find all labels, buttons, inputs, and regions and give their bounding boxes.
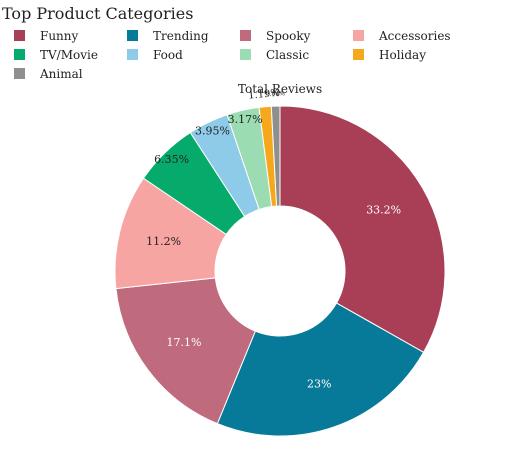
legend-item-classic[interactable]: Classic bbox=[240, 48, 350, 64]
legend-label: Classic bbox=[266, 48, 310, 62]
legend-label: Accessories bbox=[379, 29, 451, 43]
legend-swatch bbox=[127, 49, 138, 60]
legend-swatch bbox=[14, 68, 25, 79]
slice-label-spooky: 17.1% bbox=[167, 336, 202, 349]
slice-label-food: 3.95% bbox=[195, 124, 230, 137]
legend-label: Spooky bbox=[266, 29, 311, 43]
legend-item-accessories[interactable]: Accessories bbox=[353, 29, 463, 45]
slice-label-tv-movie: 6.35% bbox=[154, 153, 189, 166]
slice-animal[interactable] bbox=[270, 105, 281, 207]
slice-label-trending: 23% bbox=[307, 377, 331, 390]
legend-label: Trending bbox=[153, 29, 209, 43]
legend-label: Holiday bbox=[379, 48, 426, 62]
legend-label: Food bbox=[153, 48, 183, 62]
legend-item-funny[interactable]: Funny bbox=[14, 29, 124, 45]
legend-item-spooky[interactable]: Spooky bbox=[240, 29, 350, 45]
legend-item-tv-movie[interactable]: TV/Movie bbox=[14, 48, 124, 64]
legend-label: Animal bbox=[40, 67, 83, 81]
legend-item-trending[interactable]: Trending bbox=[127, 29, 237, 45]
legend-item-animal[interactable]: Animal bbox=[14, 67, 124, 83]
slice-label-accessories: 11.2% bbox=[146, 235, 181, 248]
chart-subtitle: Total Reviews bbox=[238, 82, 322, 96]
legend-item-holiday[interactable]: Holiday bbox=[353, 48, 463, 64]
legend-swatch bbox=[240, 30, 251, 41]
slice-funny[interactable] bbox=[279, 105, 446, 353]
slice-trending[interactable] bbox=[216, 302, 425, 437]
legend-label: TV/Movie bbox=[40, 48, 98, 62]
slice-label-classic: 3.17% bbox=[228, 113, 263, 126]
legend-swatch bbox=[353, 49, 364, 60]
slice-spooky[interactable] bbox=[115, 277, 256, 425]
legend-swatch bbox=[240, 49, 251, 60]
legend-swatch bbox=[14, 30, 25, 41]
legend-swatch bbox=[353, 30, 364, 41]
slice-label-holiday: 1.19% bbox=[248, 88, 281, 102]
legend-swatch bbox=[127, 30, 138, 41]
legend-swatch bbox=[14, 49, 25, 60]
legend-item-food[interactable]: Food bbox=[127, 48, 237, 64]
chart-title: Top Product Categories bbox=[2, 4, 194, 23]
legend-label: Funny bbox=[40, 29, 79, 43]
slice-label-funny: 33.2% bbox=[366, 204, 401, 217]
slice-label-animal: 0.84% bbox=[266, 90, 286, 98]
